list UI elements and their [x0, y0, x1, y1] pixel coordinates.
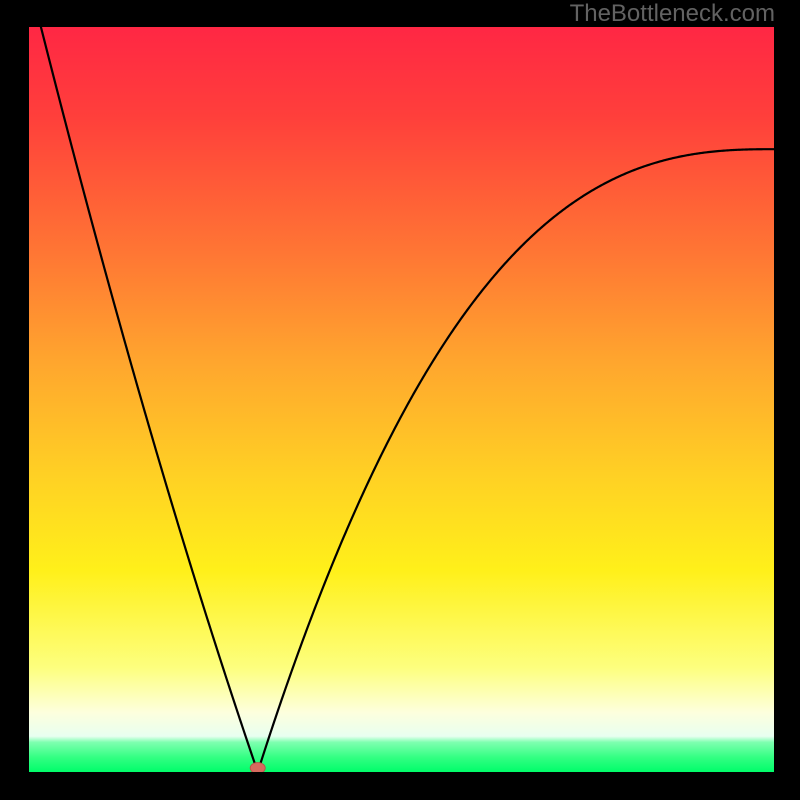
chart-frame: TheBottleneck.com [0, 0, 800, 800]
plot-svg [29, 27, 774, 772]
border-bottom [0, 772, 800, 800]
optimum-marker [250, 763, 265, 772]
border-left [0, 0, 29, 800]
border-right [774, 0, 800, 800]
plot-area [29, 27, 774, 772]
watermark-text: TheBottleneck.com [570, 0, 775, 28]
